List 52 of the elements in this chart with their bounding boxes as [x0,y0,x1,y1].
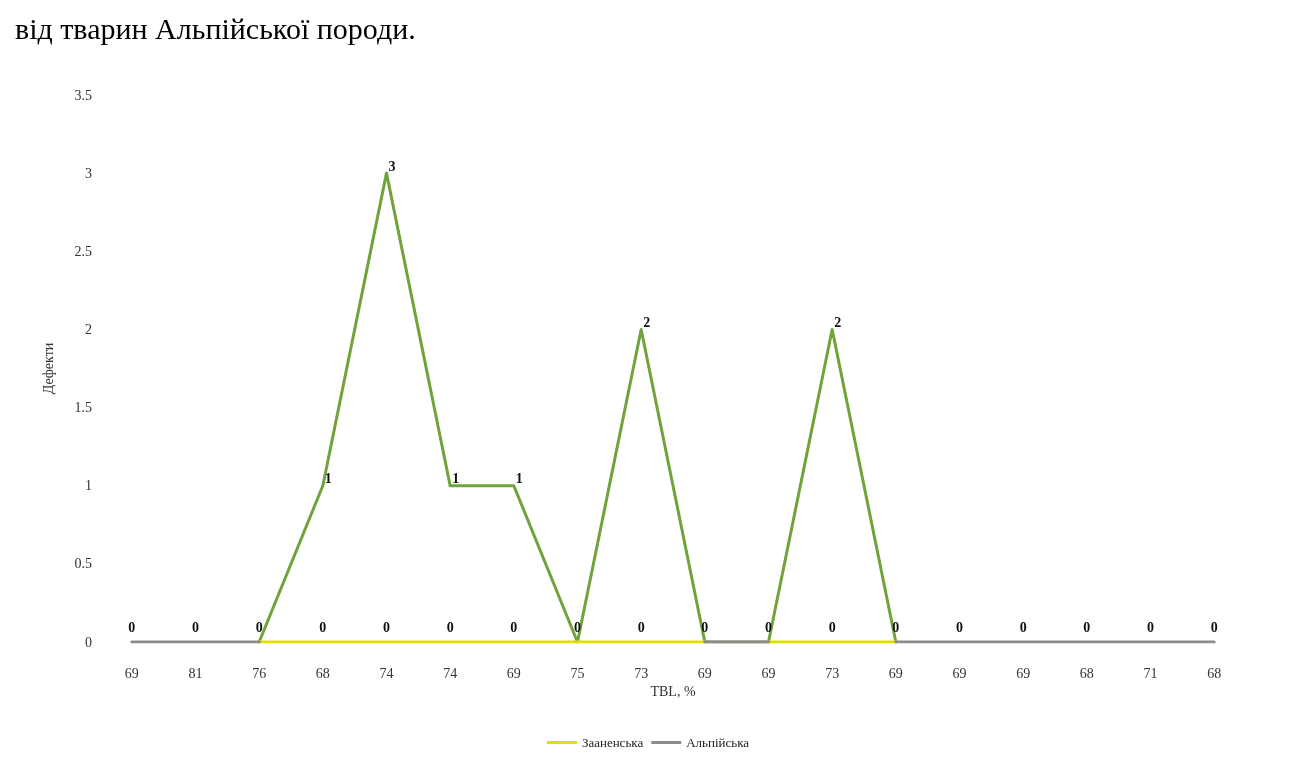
legend-label: Альпійська [686,735,750,750]
data-label: 0 [255,619,263,635]
data-label: 0 [956,619,963,635]
y-tick-label: 1.5 [74,400,92,416]
data-label: 0 [510,619,518,635]
x-tick-label: 74 [379,665,394,681]
line-series [257,171,898,644]
data-label: 0 [319,619,327,635]
data-label: 1 [452,471,460,487]
data-label: 0 [828,619,836,635]
data-label: 0 [1083,619,1091,635]
x-tick-label: 69 [888,665,903,681]
data-label: 1 [515,471,523,487]
x-tick-label: 69 [1016,665,1031,681]
y-tick-label: 2 [85,321,92,337]
data-label: 0 [383,619,390,635]
x-tick-label: 68 [1079,665,1094,681]
x-tick-label: 73 [634,665,649,681]
data-label: 0 [1210,619,1218,635]
x-tick-label: 69 [952,665,967,681]
x-tick-label: 68 [1207,665,1222,681]
x-tick-label: 69 [506,665,521,681]
y-tick-label: 3.5 [74,87,92,103]
x-tick-label: 71 [1143,665,1158,681]
data-label: 0 [1019,619,1027,635]
y-tick-label: 0 [85,634,92,650]
x-tick-label: 81 [188,665,203,681]
y-axis-title: Дефекти [40,342,56,395]
x-tick-label: 69 [697,665,712,681]
data-label: 0 [192,619,199,635]
y-tick-label: 0.5 [74,556,92,572]
x-tick-label: 73 [825,665,840,681]
x-tick-label: 74 [443,665,458,681]
data-label: 1 [324,471,332,487]
x-tick-label: 76 [252,665,267,681]
legend-label: Зааненська [581,735,644,750]
x-tick-label: 75 [570,665,585,681]
data-label: 2 [834,314,842,330]
y-tick-label: 2.5 [74,243,92,259]
y-tick-label: 3 [85,165,92,181]
chart-title: від тварин Альпійської породи. [15,11,416,45]
data-label: 0 [637,619,645,635]
data-label: 0 [446,619,454,635]
x-tick-label: 69 [124,665,139,681]
data-label: 0 [128,619,136,635]
data-label: 0 [1147,619,1154,635]
data-label: 2 [643,314,651,330]
x-tick-label: 68 [315,665,330,681]
y-tick-label: 1 [85,478,92,494]
data-label: 3 [388,158,396,174]
x-axis-title: TBL, % [650,684,696,700]
x-tick-label: 69 [761,665,776,681]
